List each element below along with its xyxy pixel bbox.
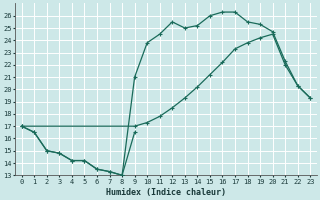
X-axis label: Humidex (Indice chaleur): Humidex (Indice chaleur) xyxy=(106,188,226,197)
